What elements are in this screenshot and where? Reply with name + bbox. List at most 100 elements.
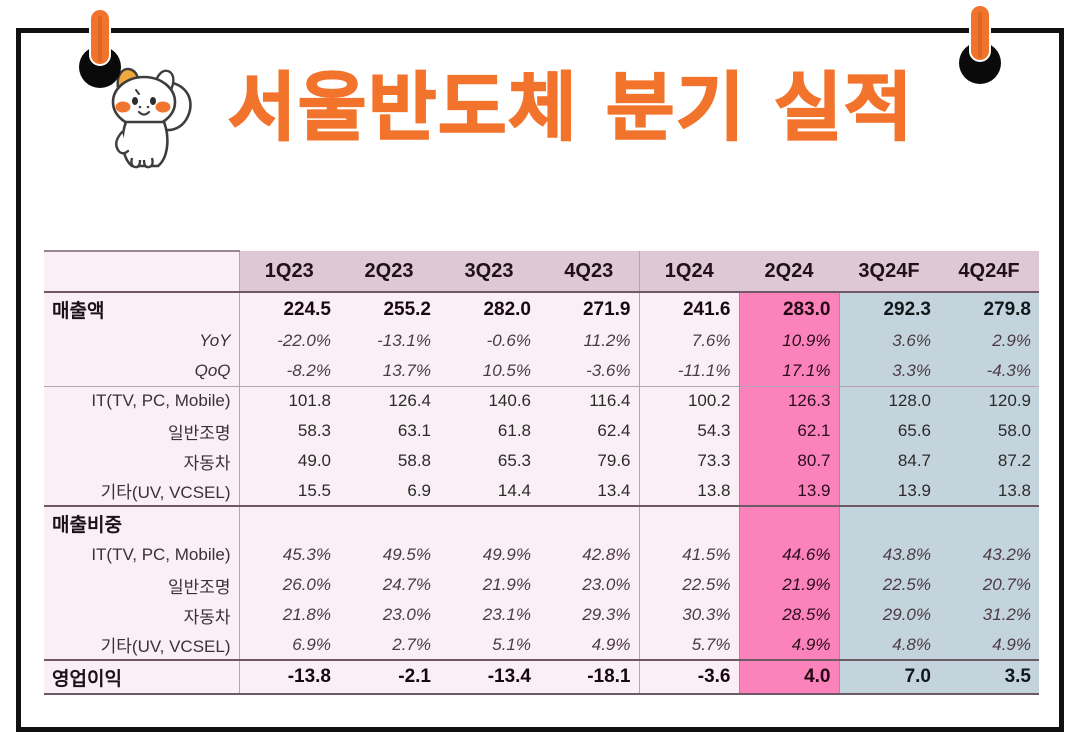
row-label: YoY: [44, 326, 240, 356]
table-cell: 58.8: [339, 446, 439, 476]
table-cell: 17.1%: [738, 356, 840, 386]
table-cell: 49.0: [239, 446, 339, 476]
table-cell: 13.8: [939, 476, 1039, 506]
cat-mascot-icon: [111, 67, 192, 169]
table-cell: 10.5%: [439, 356, 539, 386]
page-header: 서울반도체 분기 실적: [0, 46, 1080, 176]
table-cell: 28.5%: [738, 600, 840, 630]
table-cell: 21.9%: [439, 570, 539, 600]
table-cell: 65.3: [439, 446, 539, 476]
table-cell: 22.5%: [839, 570, 939, 600]
column-header-1q24: 1Q24: [639, 251, 739, 292]
table-cell: 3.3%: [839, 356, 939, 386]
table-cell: 11.2%: [539, 326, 640, 356]
table-cell: 20.7%: [939, 570, 1039, 600]
table-cell: 2.7%: [339, 630, 439, 660]
column-header-3q24f: 3Q24F: [839, 251, 939, 292]
column-header-2q24: 2Q24: [739, 251, 839, 292]
row-label: 자동차: [44, 600, 240, 630]
column-header-3q23: 3Q23: [439, 251, 539, 292]
table-cell: 43.2%: [939, 540, 1039, 570]
table-cell: 61.8: [439, 416, 539, 446]
table-cell: -2.1: [339, 659, 439, 695]
table-cell: 14.4: [439, 476, 539, 506]
table-cell: 282.0: [439, 291, 539, 326]
table-cell: 41.5%: [639, 540, 739, 570]
column-header-4q24f: 4Q24F: [939, 251, 1039, 292]
table-cell: 4.8%: [839, 630, 939, 660]
column-header-2q23: 2Q23: [339, 251, 439, 292]
quarterly-results-table: 1Q23 2Q23 3Q23 4Q23 1Q24 2Q24 3Q24F 4Q24…: [44, 250, 1039, 695]
table-cell: [539, 505, 640, 540]
table-cell: 31.2%: [939, 600, 1039, 630]
table-cell: 23.0%: [339, 600, 439, 630]
table-cell: 54.3: [639, 416, 739, 446]
table-cell: 58.0: [939, 416, 1039, 446]
table-cell: 73.3: [639, 446, 739, 476]
table-cell: 45.3%: [239, 540, 339, 570]
table-cell: [738, 505, 840, 540]
table-cell: 23.1%: [439, 600, 539, 630]
row-label: 기타(UV, VCSEL): [44, 476, 240, 506]
table-cell: [439, 505, 539, 540]
table-cell: 13.4: [539, 476, 640, 506]
table-cell: 58.3: [239, 416, 339, 446]
table-cell: 6.9%: [239, 630, 339, 660]
table-cell: 21.9%: [738, 570, 840, 600]
table-cell: 140.6: [439, 385, 539, 416]
row-label: 기타(UV, VCSEL): [44, 630, 240, 660]
table-cell: 43.8%: [839, 540, 939, 570]
table-row: 매출비중: [44, 505, 1039, 540]
table-cell: -22.0%: [239, 326, 339, 356]
table-cell: 29.0%: [839, 600, 939, 630]
table-cell: -0.6%: [439, 326, 539, 356]
table-row: 기타(UV, VCSEL) 6.9% 2.7% 5.1% 4.9% 5.7% 4.9% 4.8…: [44, 630, 1039, 660]
table-row: 자동차 21.8% 23.0% 23.1% 29.3% 30.3% 28.5% 29.0% 31…: [44, 600, 1039, 630]
table-row: 기타(UV, VCSEL) 15.5 6.9 14.4 13.4 13.8 13.9 13.9…: [44, 476, 1039, 506]
table-cell: 29.3%: [539, 600, 640, 630]
table-cell: 87.2: [939, 446, 1039, 476]
table-cell: 49.9%: [439, 540, 539, 570]
table-cell: 120.9: [939, 385, 1039, 416]
table-cell: 279.8: [939, 291, 1039, 326]
table-cell: 13.7%: [339, 356, 439, 386]
row-label: 매출비중: [44, 505, 240, 540]
table-row: 자동차 49.0 58.8 65.3 79.6 73.3 80.7 84.7 87.2: [44, 446, 1039, 476]
table-cell: -18.1: [539, 659, 640, 695]
row-label: IT(TV, PC, Mobile): [44, 385, 240, 416]
table-cell: 79.6: [539, 446, 640, 476]
table-cell: 283.0: [738, 291, 840, 326]
table-cell: 128.0: [839, 385, 939, 416]
column-header-4q23: 4Q23: [539, 251, 640, 292]
table-cell: -4.3%: [939, 356, 1039, 386]
table-cell: 4.9%: [738, 630, 840, 660]
table-row: YoY -22.0% -13.1% -0.6% 11.2% 7.6% 10.9% 3.6% 2.…: [44, 326, 1039, 356]
table-cell: [939, 505, 1039, 540]
row-label: 매출액: [44, 291, 240, 326]
table-cell: 224.5: [239, 291, 339, 326]
table-cell: 7.0: [839, 659, 939, 695]
table-cell: 65.6: [839, 416, 939, 446]
table-cell: 4.9%: [939, 630, 1039, 660]
table-row: 일반조명 58.3 63.1 61.8 62.4 54.3 62.1 65.6 58.0: [44, 416, 1039, 446]
table-cell: 13.9: [839, 476, 939, 506]
table-cell: 100.2: [639, 385, 739, 416]
table-row: IT(TV, PC, Mobile) 45.3% 49.5% 49.9% 42.8% 41…: [44, 540, 1039, 570]
table-cell: 5.7%: [639, 630, 739, 660]
table-cell: -3.6: [639, 659, 739, 695]
table-cell: 22.5%: [639, 570, 739, 600]
table-body: 매출액 224.5 255.2 282.0 271.9 241.6 283.0 292.3 27…: [44, 291, 1039, 695]
table-cell: -8.2%: [239, 356, 339, 386]
results-table: 1Q23 2Q23 3Q23 4Q23 1Q24 2Q24 3Q24F 4Q24…: [44, 250, 1039, 695]
row-label: 일반조명: [44, 416, 240, 446]
table-cell: 4.0: [738, 659, 840, 695]
table-cell: [239, 505, 339, 540]
table-cell: 80.7: [738, 446, 840, 476]
table-cell: [639, 505, 739, 540]
table-cell: 62.1: [738, 416, 840, 446]
table-corner-cell: [44, 250, 240, 292]
table-row: QoQ -8.2% 13.7% 10.5% -3.6% -11.1% 17.1% 3.3% -4…: [44, 356, 1039, 386]
table-cell: 63.1: [339, 416, 439, 446]
table-cell: 44.6%: [738, 540, 840, 570]
table-cell: 126.3: [738, 385, 840, 416]
